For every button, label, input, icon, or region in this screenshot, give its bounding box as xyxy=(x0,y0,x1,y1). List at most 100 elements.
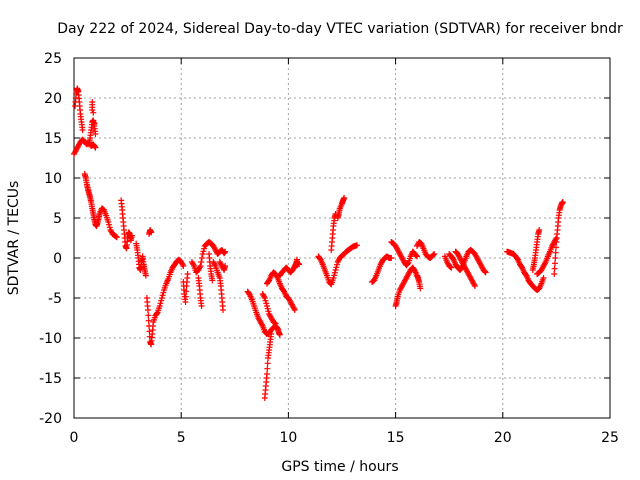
data-point xyxy=(145,317,152,324)
data-point xyxy=(199,251,206,257)
data-point xyxy=(293,256,300,263)
data-point xyxy=(92,144,99,151)
data-point xyxy=(262,297,269,304)
data-series-segment xyxy=(392,264,424,309)
data-point xyxy=(341,195,348,201)
data-point xyxy=(332,267,339,273)
x-tick-label: 15 xyxy=(387,430,405,446)
data-points xyxy=(71,85,566,401)
y-tick-label: 20 xyxy=(44,91,62,107)
data-point xyxy=(92,131,99,137)
data-series-segment xyxy=(334,195,348,221)
data-point xyxy=(209,277,216,284)
data-point xyxy=(200,248,207,255)
data-point xyxy=(540,275,547,281)
axes: 0 5 10 15 20 25 -20 -15 -10 -5 0 5 10 15 20 25 xyxy=(39,51,619,446)
data-point xyxy=(482,269,489,276)
data-series-segment xyxy=(86,99,99,148)
x-tick-label: 25 xyxy=(601,430,619,446)
data-point xyxy=(105,219,112,225)
data-series-segment xyxy=(534,235,560,277)
data-point xyxy=(551,265,558,272)
data-point xyxy=(263,300,270,307)
data-point xyxy=(272,320,279,327)
data-series-segment xyxy=(118,197,135,252)
data-point xyxy=(222,263,229,269)
data-point xyxy=(471,283,478,289)
data-point xyxy=(182,293,189,300)
data-point xyxy=(160,289,167,296)
data-point xyxy=(330,275,337,281)
data-point xyxy=(264,365,271,372)
data-point xyxy=(551,260,558,267)
data-point xyxy=(430,251,437,258)
data-point xyxy=(263,303,270,309)
data-point xyxy=(333,261,340,268)
data-series-segment xyxy=(146,227,155,237)
data-point xyxy=(220,307,227,313)
data-point xyxy=(354,242,361,249)
data-series-segment xyxy=(259,291,279,327)
data-point xyxy=(180,263,187,269)
data-series-segment xyxy=(291,256,300,271)
data-point xyxy=(158,295,165,301)
data-point xyxy=(91,143,98,150)
data-point xyxy=(273,273,280,280)
data-point xyxy=(113,234,120,241)
data-point xyxy=(261,295,268,301)
data-series-segment xyxy=(133,240,149,279)
data-point xyxy=(258,321,265,328)
y-tick-label: 5 xyxy=(53,211,62,227)
data-series-segment xyxy=(551,199,566,277)
data-series-segment xyxy=(328,211,339,253)
data-point xyxy=(417,285,424,292)
data-point xyxy=(553,244,560,251)
data-point xyxy=(471,281,478,288)
data-series-segment xyxy=(216,259,229,273)
y-tick-label: -15 xyxy=(39,371,62,387)
data-series-segment xyxy=(195,275,205,309)
data-series-segment xyxy=(244,288,283,338)
data-series-segment xyxy=(206,251,216,284)
data-point xyxy=(190,261,197,268)
data-point xyxy=(552,249,559,256)
data-point xyxy=(388,255,395,261)
plot-frame xyxy=(73,57,611,419)
data-series-segment xyxy=(315,242,361,288)
data-point xyxy=(89,107,96,113)
data-point xyxy=(91,120,98,127)
grid-lines xyxy=(74,58,610,418)
data-series-segment xyxy=(388,239,421,269)
y-axis-label: SDTVAR / TECUs xyxy=(6,181,22,296)
data-point xyxy=(291,307,298,313)
data-point xyxy=(536,227,543,233)
data-point xyxy=(197,263,204,269)
y-tick-label: -20 xyxy=(39,411,62,427)
data-point xyxy=(331,272,338,279)
data-point xyxy=(198,303,205,309)
data-point xyxy=(265,308,272,315)
data-point xyxy=(159,292,166,299)
data-point xyxy=(146,328,153,335)
data-series-segment xyxy=(263,269,298,313)
data-point xyxy=(201,245,208,252)
data-point xyxy=(198,259,205,265)
data-point xyxy=(211,261,218,268)
data-point xyxy=(558,200,565,207)
data-point xyxy=(264,305,271,312)
y-tick-label: -5 xyxy=(48,291,62,307)
data-point xyxy=(106,221,113,228)
data-point xyxy=(182,299,189,305)
data-point xyxy=(552,255,559,261)
data-point xyxy=(291,305,298,312)
data-point xyxy=(90,109,97,116)
data-series-segment xyxy=(414,239,438,261)
x-tick-label: 5 xyxy=(177,430,186,446)
data-series-segment xyxy=(369,253,395,285)
data-point xyxy=(196,264,203,271)
data-point xyxy=(551,271,558,277)
y-tick-label: 10 xyxy=(44,171,62,187)
data-point xyxy=(183,288,190,295)
